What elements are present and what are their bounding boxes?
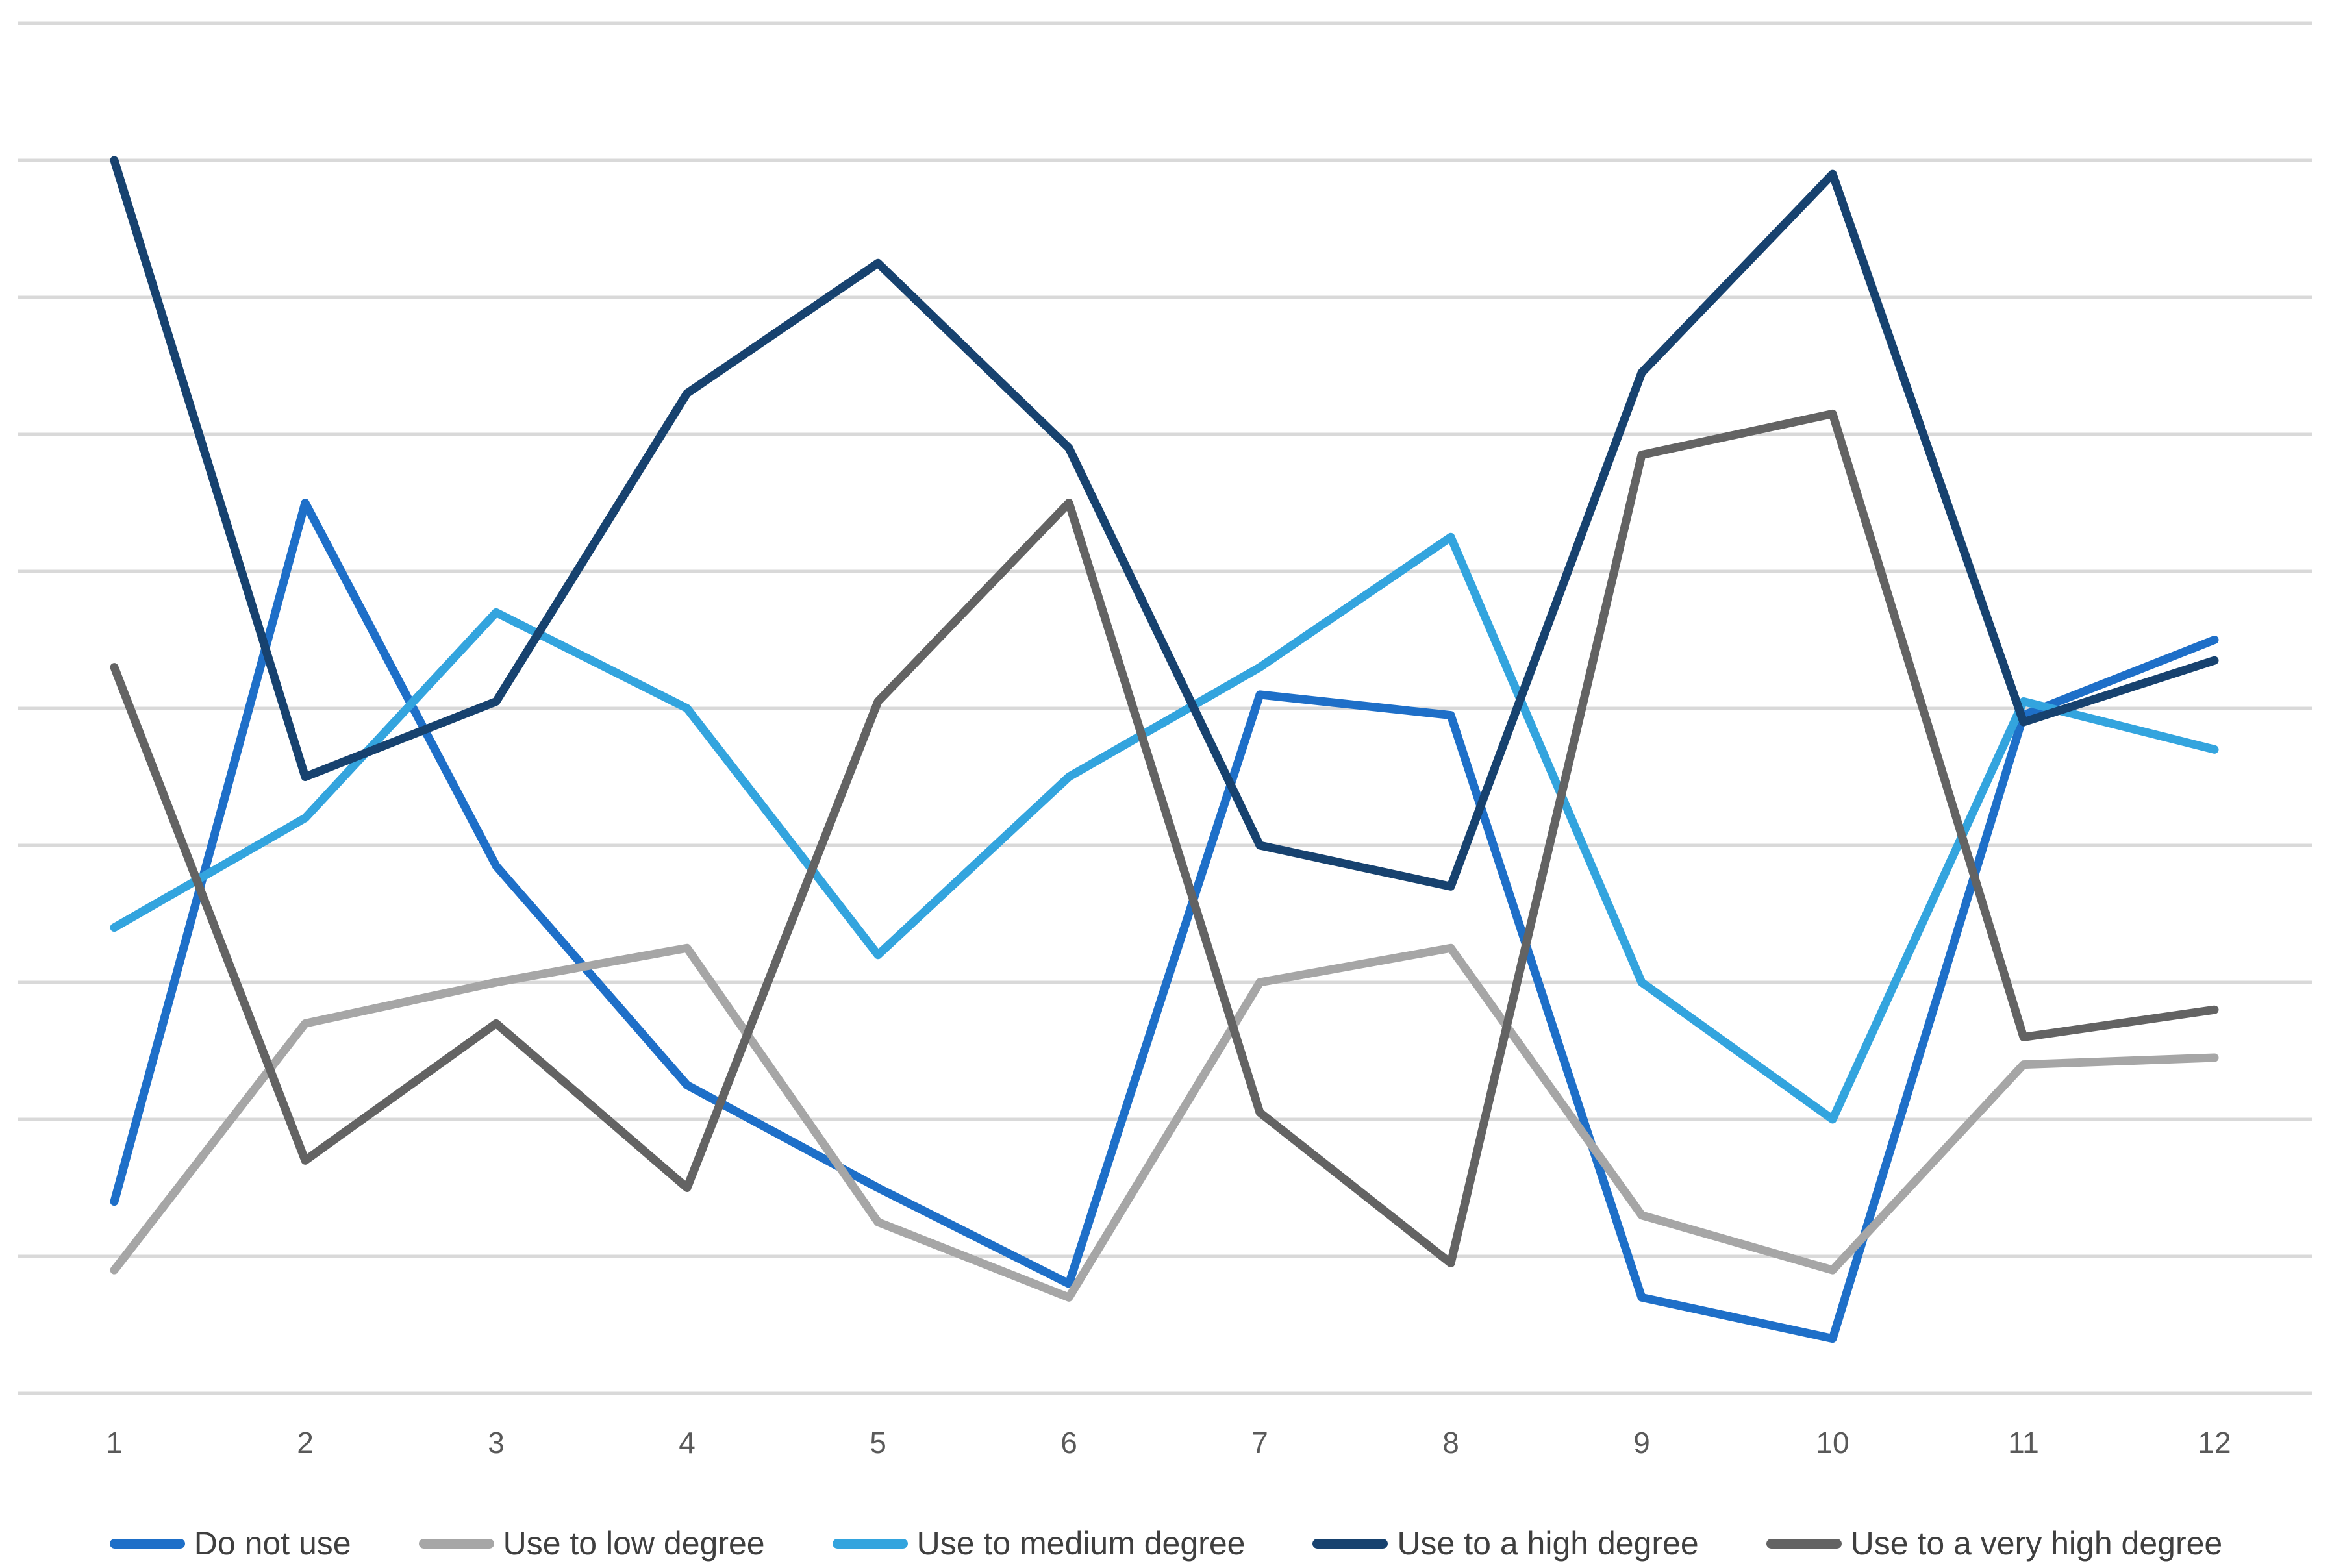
legend-label-use-to-a-very-high-degree: Use to a very high degree xyxy=(1850,1525,2223,1562)
legend-label-do-not-use: Do not use xyxy=(194,1525,351,1562)
series-line-1 xyxy=(110,943,2219,1302)
legend-item-do-not-use: Do not use xyxy=(109,1525,351,1562)
legend-swatch-use-to-a-high-degree xyxy=(1312,1538,1388,1549)
series-line-4 xyxy=(110,409,2219,1268)
x-axis-label: 4 xyxy=(679,1426,696,1460)
legend-item-use-to-medium-degree: Use to medium degree xyxy=(832,1525,1246,1562)
legend-swatch-use-to-medium-degree xyxy=(832,1538,908,1549)
x-axis-label: 3 xyxy=(488,1426,505,1460)
x-axis-label: 10 xyxy=(1816,1426,1849,1460)
x-axis-label: 7 xyxy=(1251,1426,1268,1460)
legend-label-use-to-medium-degree: Use to medium degree xyxy=(916,1525,1246,1562)
x-axis-label: 5 xyxy=(870,1426,886,1460)
x-axis-label: 11 xyxy=(2008,1426,2039,1460)
x-axis-label: 8 xyxy=(1442,1426,1459,1460)
chart-legend: Do not use Use to low degree Use to medi… xyxy=(0,1527,2332,1560)
x-axis-label: 9 xyxy=(1633,1426,1650,1460)
x-axis-label: 2 xyxy=(297,1426,314,1460)
series-line-3 xyxy=(110,156,2219,891)
legend-item-use-to-a-very-high-degree: Use to a very high degree xyxy=(1766,1525,2223,1562)
legend-label-use-to-low-degree: Use to low degree xyxy=(503,1525,765,1562)
legend-item-use-to-low-degree: Use to low degree xyxy=(418,1525,765,1562)
legend-item-use-to-a-high-degree: Use to a high degree xyxy=(1312,1525,1699,1562)
legend-swatch-use-to-low-degree xyxy=(418,1538,494,1549)
x-axis-label: 12 xyxy=(2198,1426,2231,1460)
legend-swatch-use-to-a-very-high-degree xyxy=(1766,1538,1842,1549)
legend-label-use-to-a-high-degree: Use to a high degree xyxy=(1397,1525,1699,1562)
x-axis-label: 6 xyxy=(1060,1426,1077,1460)
legend-swatch-do-not-use xyxy=(109,1538,185,1549)
x-axis-label: 1 xyxy=(106,1426,123,1460)
series-line-2 xyxy=(110,532,2219,1124)
